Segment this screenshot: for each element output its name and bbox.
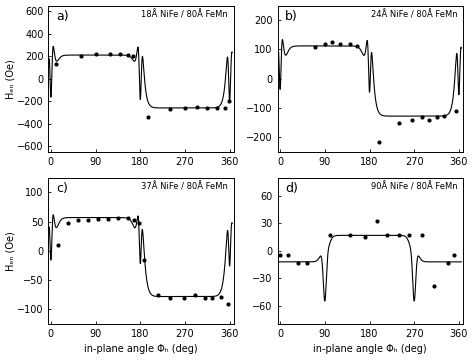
- Point: [294, 260, 301, 266]
- Point: [166, 106, 174, 112]
- Point: [418, 233, 426, 238]
- Point: [140, 257, 148, 262]
- Point: [336, 41, 344, 46]
- Point: [321, 41, 328, 46]
- Point: [375, 139, 383, 144]
- Point: [130, 217, 138, 223]
- Point: [425, 117, 433, 122]
- X-axis label: in-plane angle Φₕ (deg): in-plane angle Φₕ (deg): [313, 345, 427, 355]
- Point: [180, 295, 188, 301]
- Point: [217, 294, 225, 300]
- Point: [221, 105, 228, 111]
- Point: [430, 283, 438, 288]
- Point: [373, 218, 381, 224]
- Point: [418, 114, 426, 120]
- Point: [408, 117, 416, 122]
- Point: [92, 51, 100, 57]
- Text: 24Å NiFe / 80Å FeMn: 24Å NiFe / 80Å FeMn: [371, 10, 457, 19]
- Text: b): b): [285, 10, 298, 23]
- Point: [117, 51, 124, 57]
- Point: [453, 108, 460, 114]
- Text: 90Å NiFe / 80Å FeMn: 90Å NiFe / 80Å FeMn: [371, 182, 457, 192]
- Y-axis label: Hₑₙ (Oe): Hₑₙ (Oe): [6, 59, 16, 99]
- Text: a): a): [56, 10, 68, 23]
- Point: [346, 41, 354, 47]
- Point: [107, 51, 114, 57]
- Point: [193, 104, 201, 110]
- X-axis label: in-plane angle Φₕ (deg): in-plane angle Φₕ (deg): [84, 345, 198, 355]
- Point: [94, 216, 102, 222]
- Point: [213, 105, 221, 111]
- Point: [405, 233, 413, 238]
- Point: [225, 98, 232, 104]
- Point: [383, 233, 391, 238]
- Point: [114, 215, 122, 220]
- Point: [361, 234, 368, 240]
- Point: [144, 114, 152, 120]
- Point: [395, 233, 403, 238]
- Point: [284, 253, 292, 258]
- Point: [328, 39, 336, 45]
- Point: [203, 105, 211, 111]
- Point: [104, 216, 112, 222]
- Point: [224, 301, 231, 306]
- Point: [304, 260, 311, 266]
- Point: [124, 52, 132, 58]
- Point: [154, 292, 162, 298]
- Point: [124, 215, 132, 220]
- Point: [166, 295, 174, 301]
- Point: [181, 105, 189, 111]
- Text: d): d): [285, 182, 298, 195]
- Point: [346, 233, 354, 238]
- Point: [311, 44, 319, 49]
- Point: [444, 260, 452, 266]
- Point: [191, 292, 199, 298]
- Point: [136, 220, 143, 226]
- Point: [129, 53, 137, 58]
- Point: [326, 233, 334, 238]
- Point: [74, 217, 82, 223]
- Point: [201, 295, 209, 301]
- Point: [64, 220, 72, 226]
- Point: [440, 113, 448, 119]
- Text: 18Å NiFe / 80Å FeMn: 18Å NiFe / 80Å FeMn: [141, 10, 228, 19]
- Point: [353, 43, 361, 49]
- Point: [433, 114, 440, 120]
- Point: [77, 53, 84, 58]
- Point: [84, 217, 92, 223]
- Point: [276, 253, 284, 258]
- Text: c): c): [56, 182, 68, 195]
- Point: [450, 253, 458, 258]
- Point: [55, 242, 62, 248]
- Y-axis label: Hₑₙ (Oe): Hₑₙ (Oe): [6, 231, 16, 271]
- Point: [209, 295, 216, 301]
- Text: 37Å NiFe / 80Å FeMn: 37Å NiFe / 80Å FeMn: [141, 182, 228, 192]
- Point: [52, 61, 60, 67]
- Point: [395, 120, 403, 125]
